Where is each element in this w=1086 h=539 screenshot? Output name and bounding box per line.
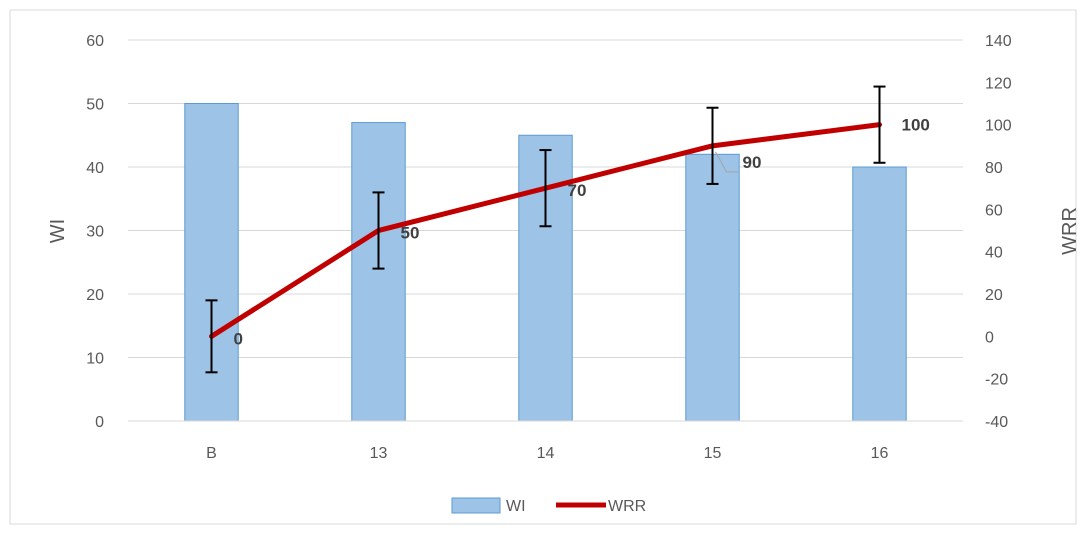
data-label-wrr: 0 [234,329,243,348]
y-axis-right-title: WRR [1059,207,1081,255]
y-right-tick-label: -20 [985,372,1008,389]
y-left-tick-label: 20 [86,287,104,304]
y-right-tick-label: 140 [985,33,1012,50]
x-tick-label: 16 [871,445,889,462]
y-left-tick-label: 30 [86,224,104,241]
x-tick-label: 13 [370,445,388,462]
data-label-wrr: 50 [401,224,420,243]
x-tick-label: B [206,445,217,462]
y-left-tick-label: 0 [95,414,104,431]
bar-wi [852,166,907,422]
gridlines [128,39,963,358]
y-right-tick-label: 20 [985,287,1003,304]
y-left-tick-label: 10 [86,351,104,368]
y-right-tick-label: -40 [985,414,1008,431]
data-label-wrr: 100 [902,116,930,135]
y-right-tick-label: 0 [985,329,994,346]
y-right-tick-label: 100 [985,118,1012,135]
data-label-wrr: 90 [743,153,762,172]
data-labels-wrr: 0 50 70 90 100 [234,116,930,349]
bar-wi [351,122,406,422]
legend-label-wrr: WRR [608,498,646,515]
legend: WI WRR [451,497,646,515]
legend-swatch-wi [451,497,501,514]
bar-series-wi [184,103,907,422]
y-right-tick-label: 120 [985,75,1012,92]
legend-label-wi: WI [506,498,526,515]
x-tick-label: 14 [537,445,555,462]
data-label-leader [715,151,739,173]
y-right-tick-label: 60 [985,202,1003,219]
y-right-tick-label: 80 [985,160,1003,177]
y-left-tick-label: 40 [86,160,104,177]
error-bars-wrr [205,85,886,374]
data-label-wrr: 70 [568,181,587,200]
x-tick-label: 15 [704,445,722,462]
y-axis-left-title: WI [47,219,69,243]
bar-wi [685,153,740,422]
y-right-tick-label: 40 [985,245,1003,262]
y-left-tick-label: 50 [86,97,104,114]
y-left-tick-label: 60 [86,33,104,50]
bar-wi [184,103,239,422]
